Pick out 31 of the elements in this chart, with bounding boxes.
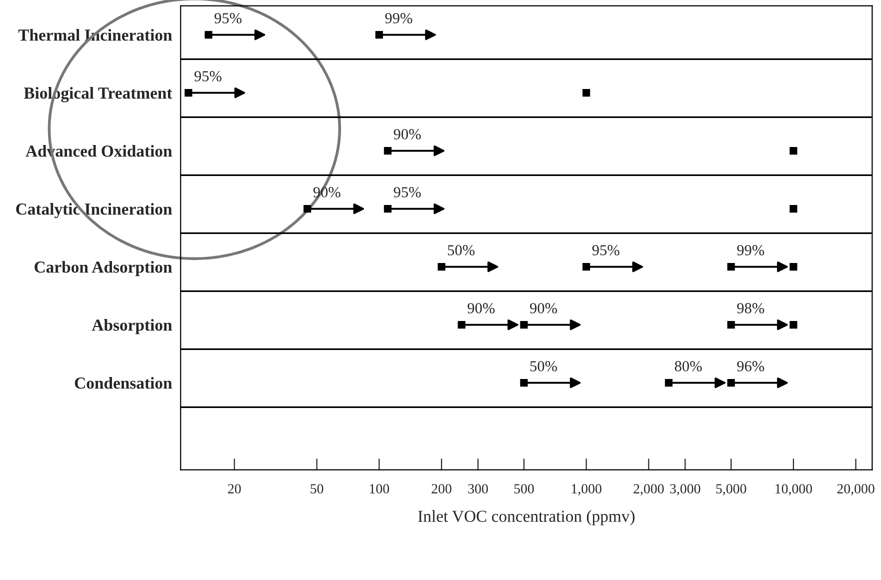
x-tick-label: 10,000: [776, 484, 812, 496]
x-tick-label: 20,000: [837, 484, 874, 496]
annotation: 90%: [468, 303, 495, 314]
x-axis-title: Inlet VOC concentration (ppmv): [418, 510, 635, 526]
x-tick-label: 200: [432, 484, 452, 494]
y-tick-label: Condensation: [74, 377, 172, 389]
x-tick-label: 1,000: [572, 484, 602, 496]
annotation: 90%: [394, 129, 421, 140]
annotation: 99%: [737, 245, 764, 256]
x-tick-label: 500: [514, 484, 534, 494]
annotation: 99%: [385, 13, 412, 24]
x-tick-label: 5,000: [716, 484, 746, 496]
annotation: 95%: [194, 71, 222, 82]
annotation: 50%: [530, 361, 557, 372]
annotation: 95%: [214, 13, 242, 24]
x-tick-label: 300: [468, 484, 488, 494]
annotation: 95%: [394, 187, 421, 198]
annotation: 95%: [592, 245, 620, 256]
x-tick-label: 50: [310, 484, 324, 494]
x-tick-label: 100: [370, 484, 390, 494]
y-tick-label: Absorption: [92, 319, 172, 334]
y-tick-label: Catalytic Incineration: [16, 203, 172, 218]
annotation: 98%: [737, 303, 764, 314]
x-tick-label: 3,000: [670, 484, 700, 496]
annotation: 50%: [448, 245, 475, 256]
annotation: 96%: [737, 361, 764, 372]
y-tick-label: Carbon Adsorption: [34, 261, 172, 276]
x-tick-label: 20: [228, 484, 241, 494]
annotation: 80%: [674, 361, 702, 372]
x-tick-label: 2,000: [634, 484, 664, 496]
annotation: 90%: [530, 303, 557, 314]
